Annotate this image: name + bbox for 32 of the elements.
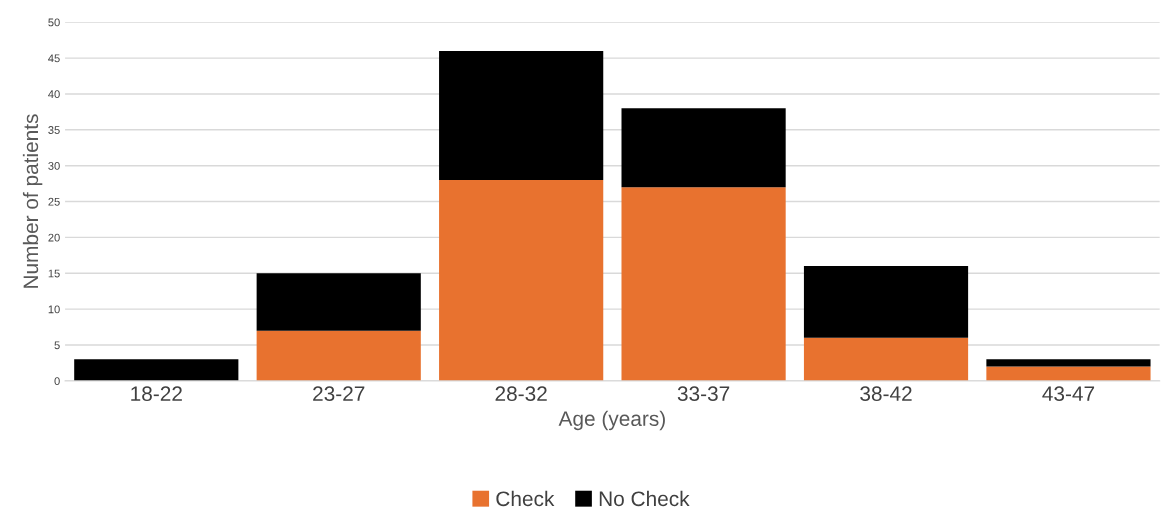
y-tick-label: 40: [48, 90, 60, 99]
x-tick-label: 33-37: [677, 386, 730, 402]
y-tick-label: 25: [48, 197, 60, 206]
bar: [986, 366, 1151, 381]
x-tick-label: 23-27: [313, 386, 365, 402]
y-tick-label: 35: [48, 126, 60, 134]
y-tick-label: 30: [48, 161, 60, 170]
bar: [74, 359, 239, 381]
bar: [621, 187, 786, 381]
y-tick-label: 10: [48, 305, 60, 314]
bar: [986, 359, 1151, 367]
legend-label: No Check: [599, 490, 690, 507]
y-tick-label: 50: [48, 18, 60, 27]
x-tick-label: 43-47: [1042, 386, 1095, 402]
bar: [803, 266, 969, 338]
x-tick-label: 28-32: [495, 386, 547, 402]
y-tick-label: 15: [48, 269, 60, 278]
bar: [439, 180, 604, 381]
y-tick-label: 0: [54, 377, 60, 386]
y-tick-label: 20: [48, 233, 60, 242]
x-tick-label: 38-42: [860, 386, 912, 402]
bar: [803, 337, 969, 381]
bar: [439, 50, 604, 181]
bar: [256, 273, 421, 331]
bar: [621, 108, 786, 188]
y-axis-title: Number of patients: [22, 114, 43, 288]
y-tick-label: 5: [54, 341, 60, 350]
bar: [256, 330, 421, 381]
y-tick-label: 45: [48, 54, 60, 63]
x-tick-label: 18-22: [131, 386, 182, 402]
x-axis-title: Age (years): [558, 410, 665, 431]
legend-label: Check: [496, 490, 555, 507]
